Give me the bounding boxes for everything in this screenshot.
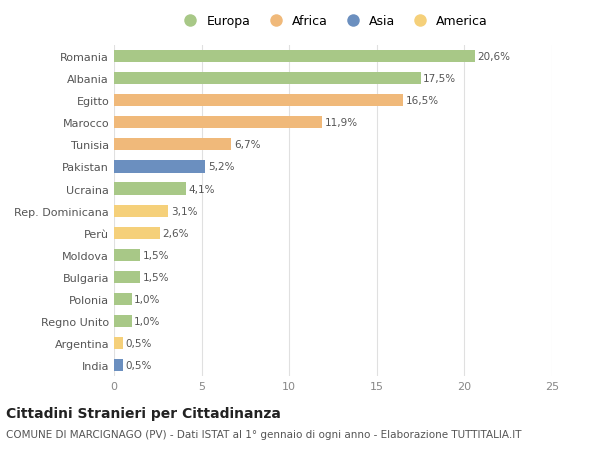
Bar bbox=[114, 73, 421, 85]
Bar bbox=[114, 359, 123, 371]
Text: 20,6%: 20,6% bbox=[478, 52, 511, 62]
Text: 3,1%: 3,1% bbox=[171, 206, 197, 216]
Text: 16,5%: 16,5% bbox=[406, 96, 439, 106]
Text: 1,5%: 1,5% bbox=[143, 250, 169, 260]
Text: 2,6%: 2,6% bbox=[162, 228, 188, 238]
Bar bbox=[114, 271, 140, 283]
Bar bbox=[114, 337, 123, 349]
Bar bbox=[114, 183, 186, 195]
Text: 1,0%: 1,0% bbox=[134, 316, 161, 326]
Bar bbox=[114, 51, 475, 63]
Bar bbox=[114, 117, 322, 129]
Text: 5,2%: 5,2% bbox=[208, 162, 234, 172]
Bar bbox=[114, 161, 205, 173]
Bar bbox=[114, 293, 131, 305]
Text: COMUNE DI MARCIGNAGO (PV) - Dati ISTAT al 1° gennaio di ogni anno - Elaborazione: COMUNE DI MARCIGNAGO (PV) - Dati ISTAT a… bbox=[6, 429, 521, 439]
Bar bbox=[114, 95, 403, 107]
Bar bbox=[114, 315, 131, 327]
Text: Cittadini Stranieri per Cittadinanza: Cittadini Stranieri per Cittadinanza bbox=[6, 406, 281, 420]
Bar bbox=[114, 205, 169, 217]
Text: 11,9%: 11,9% bbox=[325, 118, 358, 128]
Text: 1,0%: 1,0% bbox=[134, 294, 161, 304]
Text: 4,1%: 4,1% bbox=[188, 184, 215, 194]
Text: 17,5%: 17,5% bbox=[423, 74, 457, 84]
Text: 0,5%: 0,5% bbox=[125, 360, 152, 370]
Legend: Europa, Africa, Asia, America: Europa, Africa, Asia, America bbox=[173, 10, 493, 33]
Bar bbox=[114, 139, 232, 151]
Text: 1,5%: 1,5% bbox=[143, 272, 169, 282]
Text: 6,7%: 6,7% bbox=[234, 140, 260, 150]
Bar bbox=[114, 227, 160, 239]
Bar bbox=[114, 249, 140, 261]
Text: 0,5%: 0,5% bbox=[125, 338, 152, 348]
